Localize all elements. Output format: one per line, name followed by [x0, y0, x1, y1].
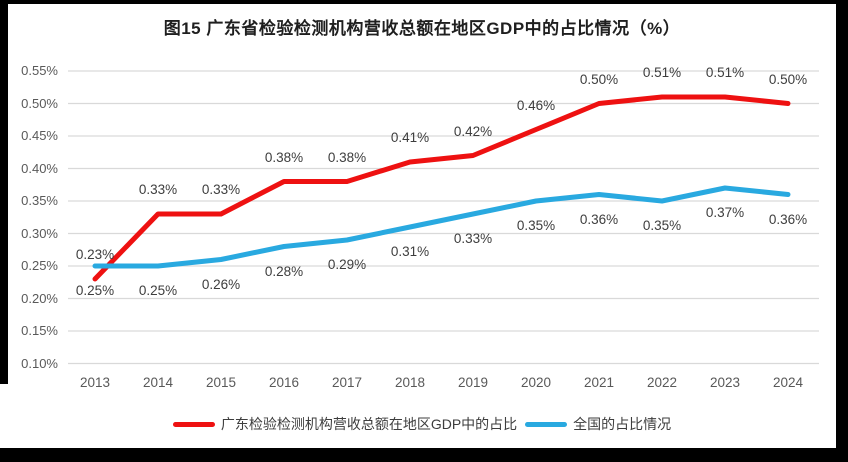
guangdong-data-label: 0.33%	[201, 182, 241, 197]
legend-label-national: 全国的占比情况	[573, 416, 672, 432]
x-tick-label: 2013	[79, 375, 111, 390]
national-series-line	[92, 185, 791, 269]
national-data-label: 0.33%	[453, 231, 493, 246]
guangdong-series-line	[92, 94, 791, 282]
chart-legend: 广东检验检测机构营收总额在地区GDP中的占比 全国的占比情况	[8, 414, 836, 434]
x-tick-label: 2018	[394, 375, 426, 390]
frame-border-top	[0, 0, 848, 4]
national-data-label: 0.36%	[579, 211, 619, 227]
legend-label-guangdong: 广东检验检测机构营收总额在地区GDP中的占比	[220, 416, 518, 432]
legend-item-guangdong: 广东检验检测机构营收总额在地区GDP中的占比	[172, 414, 518, 434]
legend-swatch-national-blue-line	[525, 421, 568, 427]
national-data-label: 0.26%	[201, 276, 241, 292]
national-data-label: 0.29%	[327, 257, 367, 272]
guangdong-data-label: 0.46%	[516, 97, 556, 113]
chart-title: 图15 广东省检验检测机构营收总额在地区GDP中的占比情况（%）	[163, 19, 681, 38]
national-data-label: 0.35%	[516, 218, 556, 233]
guangdong-data-label: 0.23%	[75, 247, 115, 262]
guangdong-data-label: 0.41%	[390, 130, 430, 145]
frame-border-left	[0, 0, 8, 384]
guangdong-data-label: 0.50%	[768, 71, 808, 87]
x-tick-label: 2022	[646, 375, 678, 390]
legend-item-national: 全国的占比情况	[525, 414, 671, 434]
national-data-label: 0.36%	[768, 211, 808, 227]
national-data-label: 0.28%	[264, 263, 304, 279]
guangdong-data-label: 0.38%	[327, 149, 367, 165]
y-tick-label: 0.35%	[21, 193, 58, 208]
x-tick-label: 2024	[772, 375, 804, 390]
national-data-label: 0.37%	[705, 205, 745, 220]
x-tick-label: 2023	[709, 375, 741, 390]
y-tick-label: 0.30%	[21, 225, 58, 241]
x-tick-label: 2020	[520, 375, 552, 390]
national-data-label: 0.25%	[75, 283, 115, 298]
x-tick-label: 2019	[457, 375, 489, 390]
y-tick-label: 0.40%	[21, 160, 58, 176]
guangdong-data-label: 0.51%	[642, 65, 682, 80]
x-tick-label: 2016	[268, 375, 300, 390]
x-tick-label: 2021	[583, 375, 615, 390]
guangdong-data-label: 0.33%	[138, 182, 178, 197]
x-tick-label: 2014	[142, 375, 174, 390]
y-tick-label: 0.10%	[21, 355, 58, 371]
national-data-label: 0.35%	[642, 218, 682, 233]
y-tick-label: 0.20%	[21, 290, 58, 306]
y-tick-label: 0.25%	[21, 258, 58, 273]
guangdong-data-label: 0.42%	[453, 123, 493, 139]
y-tick-label: 0.55%	[21, 63, 58, 78]
frame-border-bottom	[0, 448, 848, 462]
guangdong-data-label: 0.51%	[705, 65, 745, 80]
x-tick-label: 2017	[331, 375, 363, 390]
national-data-label: 0.25%	[138, 283, 178, 298]
national-data-label: 0.31%	[390, 244, 430, 259]
frame-border-right	[836, 0, 848, 462]
y-tick-label: 0.45%	[21, 128, 58, 143]
y-tick-label: 0.15%	[21, 323, 58, 338]
guangdong-data-label: 0.50%	[579, 71, 619, 87]
y-tick-label: 0.50%	[21, 95, 58, 111]
guangdong-data-label: 0.38%	[264, 149, 304, 165]
x-tick-label: 2015	[205, 375, 237, 390]
legend-swatch-guangdong-red-line	[172, 421, 215, 427]
